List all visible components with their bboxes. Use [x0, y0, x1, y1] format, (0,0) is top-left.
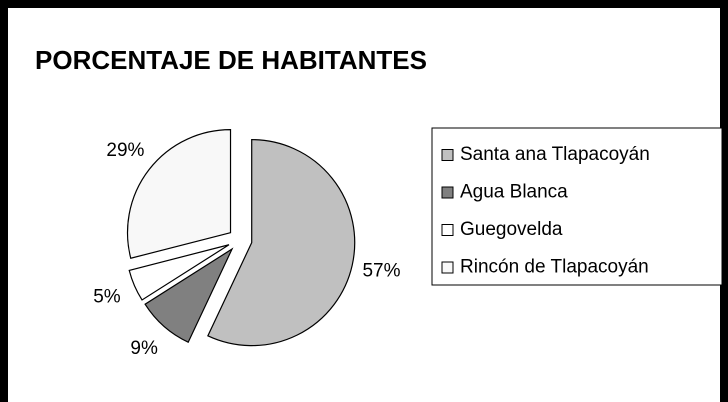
chart-title: PORCENTAJE DE HABITANTES: [35, 45, 427, 75]
legend-label: Agua Blanca: [460, 182, 568, 203]
data-label: 9%: [130, 338, 158, 359]
data-label: 5%: [93, 287, 121, 308]
legend-label: Rincón de Tlapacoyán: [460, 257, 649, 278]
pie-slice: [126, 129, 232, 259]
legend-swatch: [441, 149, 454, 161]
legend-swatch: [441, 186, 454, 199]
data-label: 29%: [106, 140, 144, 161]
pie-slice: [207, 139, 356, 347]
legend-box: [431, 127, 723, 286]
legend-swatch: [441, 261, 454, 274]
data-label: 57%: [362, 261, 400, 282]
legend-label: Santa ana Tlapacoyán: [460, 144, 650, 165]
legend-swatch: [441, 224, 454, 236]
legend-label: Guegovelda: [460, 219, 563, 240]
pie-slice: [128, 244, 230, 301]
pie-slice: [144, 247, 234, 343]
